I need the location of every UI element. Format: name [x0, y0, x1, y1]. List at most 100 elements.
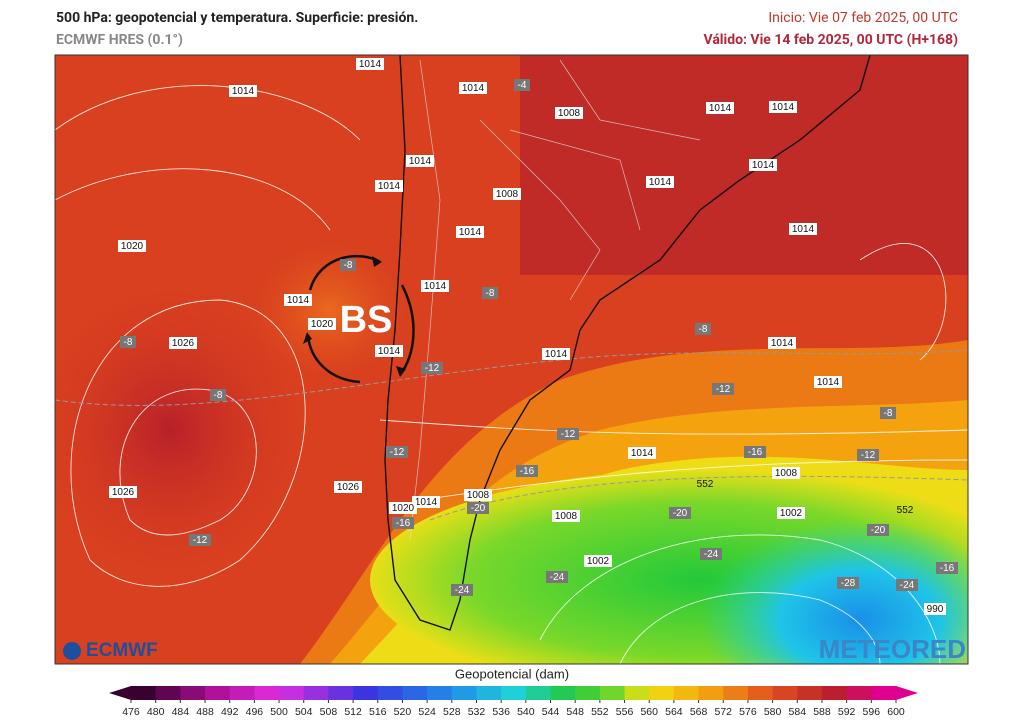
label-box	[924, 603, 946, 615]
colorbar-tick-label: 488	[196, 706, 214, 718]
colorbar-tick-label: 480	[147, 706, 165, 718]
label-box	[557, 428, 579, 440]
label-box	[169, 337, 197, 349]
colorbar-segment	[377, 686, 403, 700]
label-box	[695, 323, 711, 335]
label-box	[555, 107, 583, 119]
label-box	[456, 226, 484, 238]
isobar-label: 1020	[311, 319, 334, 330]
temperature-label: -8	[486, 288, 495, 299]
isobar-label: 1014	[545, 349, 568, 360]
temperature-label: -12	[561, 429, 576, 440]
isobar-label: 1014	[232, 86, 255, 97]
label-box	[451, 584, 473, 596]
colorbar-segment	[328, 686, 354, 700]
colorbar-segment	[402, 686, 428, 700]
colorbar-tick-label: 504	[295, 706, 313, 718]
colorbar-segment	[797, 686, 823, 700]
colorbar-segment	[303, 686, 329, 700]
temperature-label: -24	[455, 585, 470, 596]
label-box	[189, 534, 211, 546]
colorbar-tick-label: 544	[542, 706, 560, 718]
label-box	[772, 467, 800, 479]
isobar-label: 1014	[359, 59, 382, 70]
colorbar-tick-label: 568	[690, 706, 708, 718]
temperature-label: -8	[699, 324, 708, 335]
label-box	[749, 159, 777, 171]
colorbar-segment	[772, 686, 798, 700]
colorbar-tick-label: 508	[320, 706, 338, 718]
colorbar-tick-label: 492	[221, 706, 239, 718]
label-box	[467, 502, 489, 514]
label-box	[700, 548, 722, 560]
label-box	[880, 407, 896, 419]
temperature-label: -16	[748, 447, 763, 458]
colorbar-tick-label: 576	[739, 706, 757, 718]
temperature-label: -20	[871, 525, 886, 536]
colorbar-segment	[821, 686, 848, 700]
label-box	[768, 337, 796, 349]
isobar-label: 1014	[752, 160, 775, 171]
label-box	[308, 318, 336, 330]
colorbar-segment	[649, 686, 675, 700]
init-time: Inicio: Vie 07 feb 2025, 00 UTC	[768, 10, 958, 26]
label-box	[356, 58, 384, 70]
colorbar-tick-label: 560	[640, 706, 658, 718]
colorbar-tick-label: 532	[468, 706, 486, 718]
label-box	[628, 447, 656, 459]
colorbar-segment	[279, 686, 305, 700]
valid-time: Válido: Vie 14 feb 2025, 00 UTC (H+168)	[703, 32, 958, 48]
colorbar-segment	[254, 686, 280, 700]
map-annotation: BS	[340, 299, 393, 341]
colorbar-segment	[723, 686, 749, 700]
colorbar-segment	[180, 686, 206, 700]
colorbar-tick-label: 496	[246, 706, 264, 718]
colorbar-tick-label: 520	[394, 706, 412, 718]
logo-left: ECMWF	[86, 640, 158, 661]
colorbar-tick-label: 596	[863, 706, 881, 718]
isobar-label: 1026	[337, 482, 360, 493]
isobar-label: 1026	[172, 338, 195, 349]
temperature-label: -12	[861, 450, 876, 461]
label-box	[210, 389, 226, 401]
colorbar-segment	[624, 686, 650, 700]
temperature-label: -16	[520, 466, 535, 477]
colorbar-segment	[205, 686, 231, 700]
label-box	[646, 176, 674, 188]
label-box	[837, 577, 859, 589]
colorbar-segment	[229, 686, 255, 700]
label-box	[375, 345, 403, 357]
temperature-label: -12	[716, 384, 731, 395]
label-box	[421, 280, 449, 292]
label-box	[769, 101, 797, 113]
colorbar-segment	[451, 686, 477, 700]
colorbar-tick-label: 572	[714, 706, 732, 718]
colorbar-tick-label: 516	[369, 706, 387, 718]
isobar-label: 1014	[287, 295, 310, 306]
label-box	[375, 180, 403, 192]
temperature-label: -8	[884, 408, 893, 419]
colorbar-segment	[871, 686, 897, 700]
isobar-label: 1002	[780, 508, 803, 519]
label-box	[421, 362, 443, 374]
isobar-label: 1014	[424, 281, 447, 292]
colorbar-tick-label: 484	[172, 706, 190, 718]
map-title: 500 hPa: geopotencial y temperatura. Sup…	[56, 10, 419, 26]
ecmwf-logo: ECMWF	[63, 640, 158, 661]
label-box	[744, 446, 766, 458]
temperature-label: -8	[344, 260, 353, 271]
colorbar-segment	[353, 686, 379, 700]
label-box	[712, 383, 734, 395]
colorbar-segment	[599, 686, 626, 700]
isobar-label: 1002	[587, 556, 610, 567]
temperature-label: -16	[396, 518, 411, 529]
isobar-label: 1014	[415, 497, 438, 508]
isobar-label: 1008	[467, 490, 490, 501]
colorbar-tick-label: 584	[789, 706, 807, 718]
label-box	[552, 510, 580, 522]
temperature-label: -20	[673, 508, 688, 519]
label-box	[120, 336, 136, 348]
isobar-label: 1008	[496, 189, 519, 200]
label-box	[936, 562, 958, 574]
